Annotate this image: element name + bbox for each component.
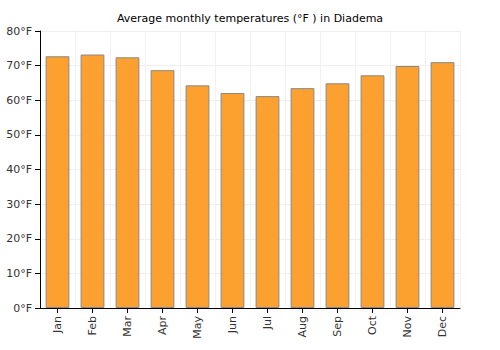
svg-text:May: May [191,316,204,339]
svg-text:Oct: Oct [366,315,379,335]
svg-text:80°F: 80°F [6,25,32,38]
svg-text:Apr: Apr [156,316,169,336]
svg-text:Dec: Dec [436,316,449,337]
svg-text:40°F: 40°F [6,163,32,176]
svg-text:Feb: Feb [86,316,99,335]
svg-text:Jun: Jun [226,316,239,334]
svg-text:Average monthly temperatures (: Average monthly temperatures (°F ) in Di… [117,12,383,25]
svg-text:20°F: 20°F [6,232,32,245]
svg-text:10°F: 10°F [6,267,32,280]
svg-text:Mar: Mar [121,316,134,337]
svg-text:Aug: Aug [296,316,309,337]
svg-text:Nov: Nov [401,316,414,338]
svg-text:30°F: 30°F [6,198,32,211]
svg-text:50°F: 50°F [6,128,32,141]
svg-text:Jan: Jan [51,316,64,334]
svg-text:Sep: Sep [331,316,344,337]
svg-text:0°F: 0°F [13,302,32,315]
svg-text:60°F: 60°F [6,94,32,107]
svg-text:Jul: Jul [261,316,274,330]
svg-text:70°F: 70°F [6,59,32,72]
